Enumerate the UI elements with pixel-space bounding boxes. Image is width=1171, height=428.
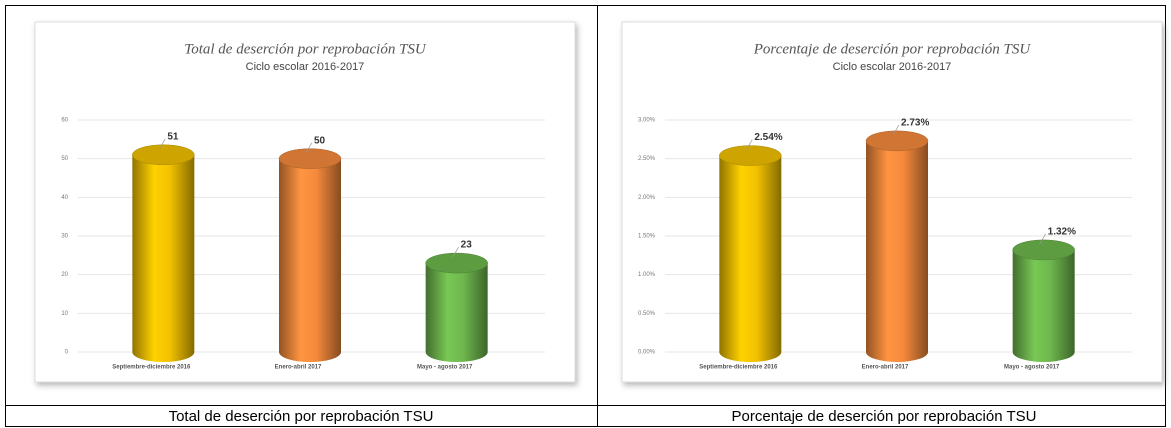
x-tick-label: Septiembre-diciembre 2016 [699, 365, 778, 371]
bar-top [132, 144, 195, 166]
label-leader [1039, 233, 1046, 245]
data-label: 23 [461, 240, 473, 251]
data-label: 50 [314, 135, 326, 146]
y-tick-label: 0 [65, 350, 69, 356]
x-tick-label: Mayo - agosto 2017 [1004, 365, 1060, 371]
bar-top [278, 148, 342, 169]
bar-top [865, 130, 929, 152]
y-tick-label: 2.00% [638, 195, 656, 201]
caption: Total de deserción por reprobación TSU [169, 408, 434, 425]
data-label: 2.54% [754, 132, 782, 143]
data-label: 51 [167, 131, 179, 142]
bar [279, 158, 341, 362]
chart-title: Porcentaje de deserción por reprobación … [753, 41, 1032, 57]
bar [1012, 249, 1075, 362]
label-leader [305, 142, 313, 153]
y-tick-label: 0.50% [638, 311, 656, 317]
chart-subtitle: Ciclo escolar 2016-2017 [246, 61, 365, 73]
y-tick-label: 20 [61, 272, 68, 278]
chart-title: Total de deserción por reprobación TSU [184, 41, 427, 57]
bar [866, 140, 928, 362]
y-tick-label: 50 [61, 156, 68, 162]
y-tick-label: 40 [61, 195, 68, 201]
bar-top [1012, 239, 1075, 261]
bar [719, 155, 782, 362]
y-tick-label: 10 [61, 311, 68, 317]
bar-top [719, 145, 782, 166]
y-tick-label: 1.00% [638, 272, 656, 278]
data-label: 2.73% [901, 118, 929, 129]
y-tick-label: 60 [61, 118, 68, 124]
y-tick-label: 0.00% [638, 350, 656, 356]
y-tick-label: 30 [61, 234, 68, 240]
data-label: 1.32% [1048, 227, 1076, 238]
chart-subtitle: Ciclo escolar 2016-2017 [833, 61, 952, 73]
x-tick-label: Mayo - agosto 2017 [417, 365, 473, 371]
x-tick-label: Enero-abril 2017 [862, 365, 909, 371]
bar-top [425, 252, 488, 274]
y-tick-label: 2.50% [638, 156, 656, 162]
label-leader [892, 124, 900, 136]
y-tick-label: 1.50% [638, 234, 656, 240]
y-tick-label: 3.00% [638, 118, 656, 124]
bar [132, 154, 195, 362]
label-leader [746, 139, 753, 150]
bar [425, 263, 488, 362]
x-tick-label: Enero-abril 2017 [275, 365, 322, 371]
label-leader [159, 138, 166, 149]
label-leader [452, 246, 459, 258]
caption: Porcentaje de deserción por reprobación … [732, 408, 1037, 425]
x-tick-label: Septiembre-diciembre 2016 [112, 365, 191, 371]
table-border [5, 5, 1166, 427]
